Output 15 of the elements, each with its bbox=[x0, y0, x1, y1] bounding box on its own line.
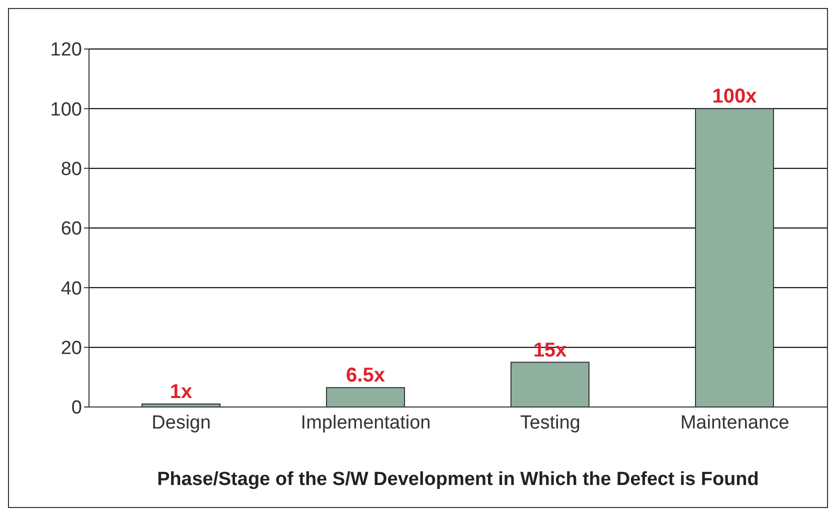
data-label: 6.5x bbox=[346, 364, 385, 387]
x-tick-label: Maintenance bbox=[680, 412, 790, 434]
x-tick-label: Testing bbox=[520, 412, 580, 434]
y-tick-label: 20 bbox=[60, 338, 82, 360]
x-axis-title: Phase/Stage of the S/W Development in Which the Defect is Found bbox=[157, 469, 759, 490]
y-tick-label: 0 bbox=[71, 398, 82, 419]
y-tick-label: 40 bbox=[60, 278, 82, 300]
data-label: 100x bbox=[712, 86, 757, 108]
x-tick-label: Implementation bbox=[300, 412, 431, 434]
data-label: 1x bbox=[170, 381, 192, 404]
y-tick-label: 80 bbox=[60, 159, 82, 180]
y-tick-label: 60 bbox=[60, 218, 82, 240]
x-tick-label: Design bbox=[152, 412, 211, 434]
y-tick-label: 120 bbox=[50, 40, 82, 61]
y-tick-label: 100 bbox=[50, 99, 82, 120]
